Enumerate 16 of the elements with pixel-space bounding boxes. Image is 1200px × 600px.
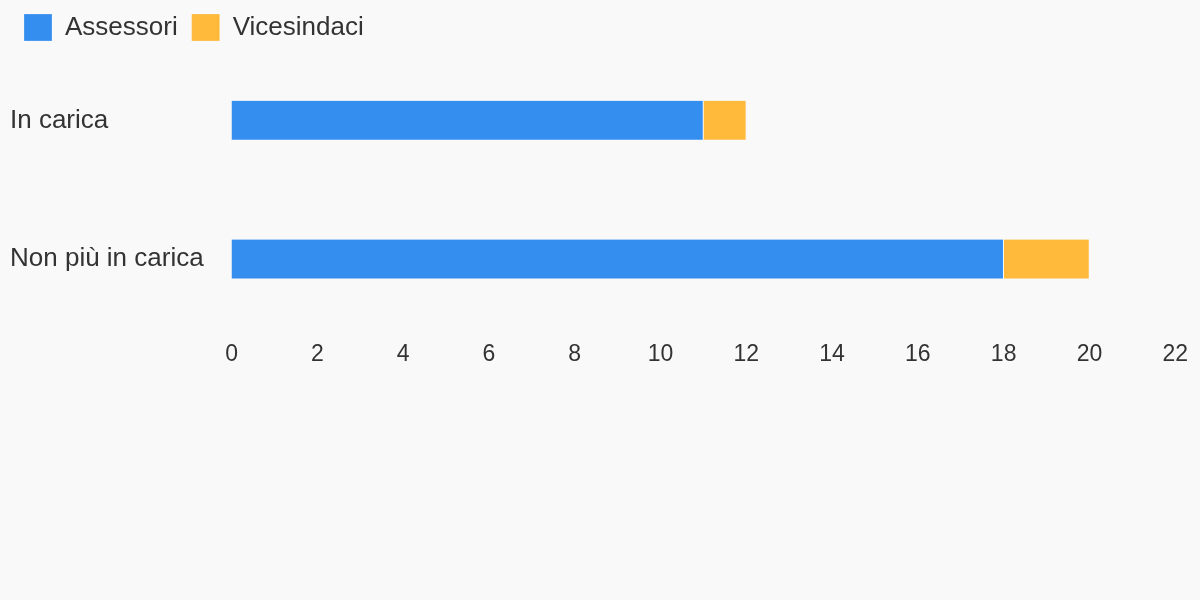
x-tick-label: 20 (1076, 339, 1103, 366)
x-tick-label: 14 (819, 339, 846, 366)
x-tick-label: 12 (733, 339, 760, 366)
legend-label: Vicesindaci (232, 10, 364, 41)
x-tick-label: 2 (311, 339, 324, 366)
y-tick-label: Non più in carica (10, 242, 205, 273)
x-tick-label: 8 (568, 339, 582, 366)
x-tick-label: 22 (1162, 339, 1189, 366)
x-tick-label: 4 (396, 339, 410, 366)
x-tick-label: 6 (482, 339, 496, 366)
x-tick-label: 18 (990, 339, 1017, 366)
legend-label: Assessori (65, 10, 178, 41)
x-tick-label: 10 (647, 339, 674, 366)
y-tick-label: In carica (10, 103, 109, 134)
x-tick-label: 0 (225, 339, 239, 366)
x-tick-label: 16 (905, 339, 931, 366)
